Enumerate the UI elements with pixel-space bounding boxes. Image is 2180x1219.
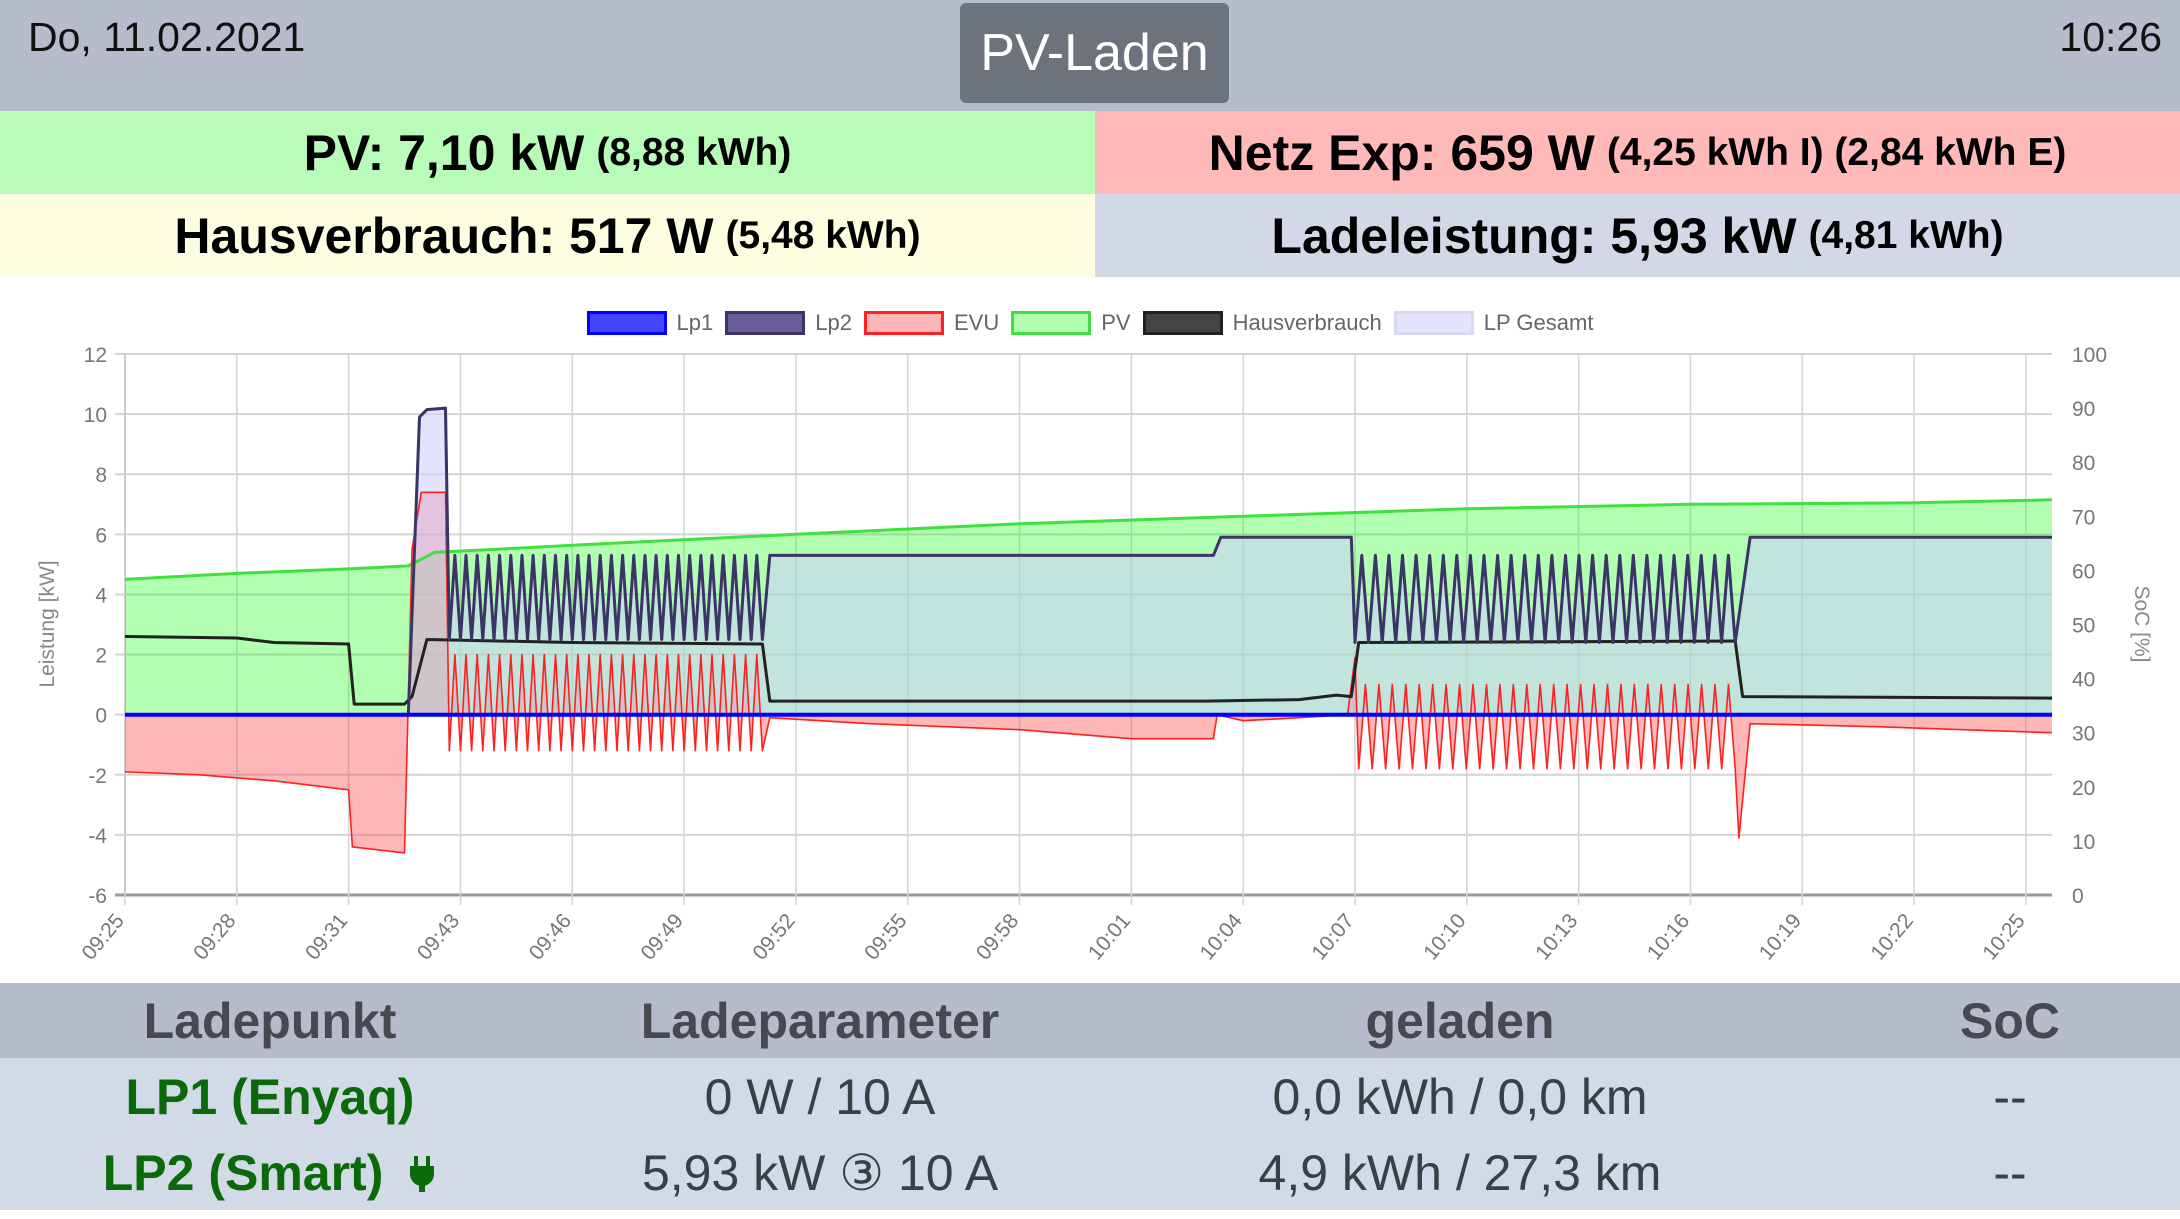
legend-swatch (863, 311, 944, 335)
y-tick-label: 2 (95, 645, 107, 668)
grid-summary: Netz Exp: 659 W (4,25 kWh I) (2,84 kWh E) (1095, 111, 2180, 194)
legend-swatch (1393, 311, 1474, 335)
y-tick-label: 0 (95, 705, 107, 728)
x-tick-label: 09:52 (748, 909, 799, 964)
lp1-param: 0 W / 10 A (704, 1069, 936, 1125)
x-tick-label: 10:22 (1867, 909, 1918, 964)
y2-tick-label: 40 (2072, 669, 2095, 692)
legend-label: Lp2 (815, 310, 852, 335)
x-tick-label: 10:10 (1419, 909, 1470, 964)
legend-item[interactable]: Hausverbrauch (1142, 310, 1382, 336)
x-tick-label: 09:31 (301, 909, 352, 964)
y2-tick-label: 0 (2072, 885, 2084, 908)
table-body (0, 1058, 2180, 1210)
charge-summary: Ladeleistung: 5,93 kW (4,81 kWh) (1095, 194, 2180, 277)
legend-swatch (1142, 311, 1223, 335)
y-tick-label: 12 (84, 344, 107, 367)
charge-energy: (4,81 kWh) (1808, 213, 2004, 257)
power-chart: 121086420-2-4-6100908070605040302010009:… (36, 344, 2153, 964)
y-tick-label: -6 (88, 885, 107, 908)
lp2-param: 5,93 kW ③ 10 A (641, 1145, 999, 1201)
legend-item[interactable]: PV (1011, 310, 1131, 336)
x-tick-label: 09:55 (860, 909, 911, 964)
legend-label: EVU (953, 310, 1000, 335)
header-soc: SoC (1960, 993, 2060, 1049)
header-ladepunkt: Ladepunkt (143, 993, 397, 1049)
legend-swatch (725, 311, 806, 335)
grid-power: Netz Exp: 659 W (1208, 124, 1595, 181)
house-summary: Hausverbrauch: 517 W (5,48 kWh) (0, 194, 1095, 277)
series-line-lp2 (125, 406, 2052, 717)
x-tick-label: 09:49 (637, 909, 688, 964)
y2-tick-label: 50 (2072, 615, 2095, 638)
lp2-soc: -- (1993, 1145, 2027, 1201)
legend-swatch (1011, 311, 1092, 335)
mode-button[interactable]: PV-Laden (960, 3, 1229, 103)
y-tick-label: -2 (88, 765, 107, 788)
grid-energy: (4,25 kWh I) (2,84 kWh E) (1606, 130, 2067, 174)
lp2-name-cell[interactable]: LP2 (Smart) (20, 1144, 520, 1202)
x-tick-label: 09:25 (77, 909, 128, 964)
clock: 10:26 (2059, 14, 2162, 60)
y2-tick-label: 20 (2072, 777, 2095, 800)
legend-label: Hausverbrauch (1232, 310, 1382, 335)
x-tick-label: 09:43 (413, 909, 464, 964)
series-line-pv (124, 498, 2053, 581)
charge-power: Ladeleistung: 5,93 kW (1271, 207, 1797, 264)
legend-item[interactable]: Lp1 (586, 310, 714, 336)
y2-tick-label: 60 (2072, 560, 2095, 583)
x-tick-label: 10:13 (1531, 909, 1582, 964)
y-axis-title: Leistung [kW] (36, 560, 59, 687)
date: Do, 11.02.2021 (28, 14, 306, 60)
header-geladen: geladen (1365, 993, 1555, 1049)
legend-item[interactable]: LP Gesamt (1393, 310, 1594, 336)
chart-legend: Lp1 Lp2 EVU PV Hausverbrauch LP Gesamt (0, 310, 2180, 336)
y2-tick-label: 70 (2072, 506, 2095, 529)
x-tick-label: 09:58 (972, 909, 1023, 964)
y2-tick-label: 80 (2072, 452, 2095, 475)
y-tick-label: 6 (95, 524, 107, 547)
house-energy: (5,48 kWh) (725, 213, 921, 257)
y-tick-label: -4 (88, 825, 107, 848)
top-bar: Do, 11.02.2021 PV-Laden 10:26 (0, 0, 2180, 111)
x-tick-label: 10:25 (1978, 909, 2029, 964)
legend-swatch (586, 311, 667, 335)
y-tick-label: 10 (84, 404, 107, 427)
lp1-charged: 0,0 kWh / 0,0 km (1272, 1069, 1648, 1125)
pv-summary: PV: 7,10 kW (8,88 kWh) (0, 111, 1095, 194)
x-tick-label: 10:19 (1755, 909, 1806, 964)
x-tick-label: 09:46 (525, 909, 576, 964)
series-line-evu (124, 491, 2053, 854)
y2-tick-label: 90 (2072, 398, 2095, 421)
series-line-hausverbrauch (124, 635, 2053, 706)
y2-tick-label: 10 (2072, 831, 2095, 854)
legend-label: PV (1101, 310, 1131, 335)
x-tick-label: 10:04 (1196, 909, 1248, 964)
x-tick-label: 10:16 (1643, 909, 1694, 964)
x-tick-label: 10:07 (1307, 909, 1358, 964)
y-tick-label: 8 (95, 464, 107, 487)
house-power: Hausverbrauch: 517 W (174, 207, 714, 264)
lp1-soc: -- (1993, 1069, 2027, 1125)
legend-item[interactable]: Lp2 (725, 310, 852, 336)
y2-tick-label: 100 (2072, 344, 2107, 367)
pv-power: PV: 7,10 kW (303, 124, 585, 181)
plug-icon (410, 1156, 435, 1192)
y-tick-label: 4 (95, 584, 107, 607)
y2-tick-label: 30 (2072, 723, 2095, 746)
lp2-name: LP2 (Smart) (102, 1145, 384, 1201)
header-ladeparameter: Ladeparameter (640, 993, 1000, 1049)
table-header (0, 983, 2180, 1058)
legend-item[interactable]: EVU (863, 310, 1000, 336)
pv-energy: (8,88 kWh) (596, 130, 792, 174)
x-tick-label: 09:28 (189, 909, 240, 964)
lp2-charged: 4,9 kWh / 27,3 km (1258, 1145, 1662, 1201)
y2-axis-title: SoC [%] (2130, 585, 2153, 662)
legend-label: Lp1 (676, 310, 714, 335)
x-tick-label: 10:01 (1084, 909, 1135, 964)
legend-label: LP Gesamt (1483, 310, 1594, 335)
lp1-name[interactable]: LP1 (Enyaq) (125, 1069, 415, 1125)
